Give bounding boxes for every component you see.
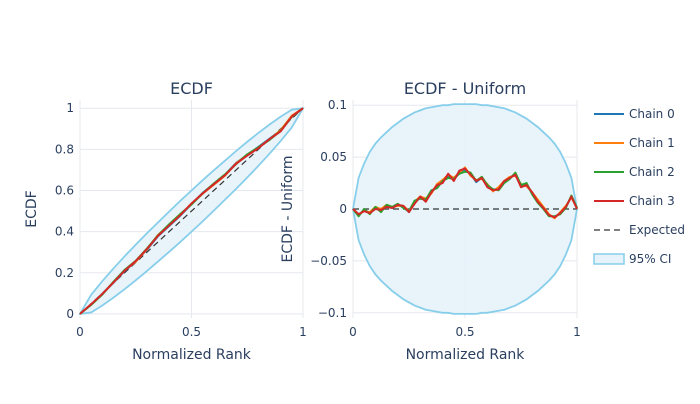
x-tick-label: 1 [573, 325, 581, 339]
y-tick-label: 0.4 [55, 225, 74, 239]
y-tick-label: 0 [66, 307, 74, 321]
x-tick-label: 0.5 [182, 325, 201, 339]
legend-item: Chain 2 [594, 165, 675, 179]
legend-label: Chain 3 [629, 194, 675, 208]
x-axis-title: Normalized Rank [132, 347, 252, 363]
legend-swatch-band [593, 253, 625, 265]
y-tick-label: 0.05 [320, 150, 347, 164]
legend-label: Chain 2 [629, 165, 675, 179]
legend: Chain 0 Chain 1 Chain 2 Chain 3 Expected 95% … [593, 107, 685, 266]
legend-item: Expected [594, 223, 685, 237]
y-tick-label: −0.1 [318, 306, 347, 320]
y-axis-title: ECDF [24, 190, 40, 227]
panel-1: 0 0.5 1 0 0.2 0.4 0.6 0.8 1 ECDF Normalized Rank EC… [24, 79, 307, 363]
legend-item: Chain 3 [594, 194, 675, 208]
panel-2: 0 0.5 1 −0.1 −0.05 0 0.05 0.1 ECDF - Uniform Norm… [280, 79, 581, 363]
x-tick-label: 0.5 [455, 325, 474, 339]
y-axis-title: ECDF - Uniform [280, 155, 296, 262]
series-line-chain-3 [352, 167, 578, 219]
y-tick-label: 0.8 [55, 142, 74, 156]
legend-item: 95% CI [593, 252, 671, 266]
legend-label: Chain 1 [629, 136, 675, 150]
y-tick-label: 1 [66, 101, 74, 115]
legend-item: Chain 1 [594, 136, 675, 150]
y-tick-label: 0.6 [55, 183, 74, 197]
legend-label: 95% CI [629, 252, 671, 266]
x-axis-title: Normalized Rank [406, 347, 526, 363]
panel-title: ECDF - Uniform [404, 79, 526, 98]
panel-title: ECDF [170, 79, 213, 98]
x-tick-label: 0 [349, 325, 357, 339]
x-tick-label: 1 [299, 325, 307, 339]
x-tick-label: 0 [76, 325, 84, 339]
legend-label: Chain 0 [629, 107, 675, 121]
legend-item: Chain 0 [594, 107, 675, 121]
legend-label: Expected [629, 223, 685, 237]
y-tick-label: 0.2 [55, 266, 74, 280]
y-tick-label: 0 [339, 202, 347, 216]
series-line-chain-3 [79, 107, 304, 315]
y-tick-label: 0.1 [328, 98, 347, 112]
y-tick-label: −0.05 [310, 254, 347, 268]
